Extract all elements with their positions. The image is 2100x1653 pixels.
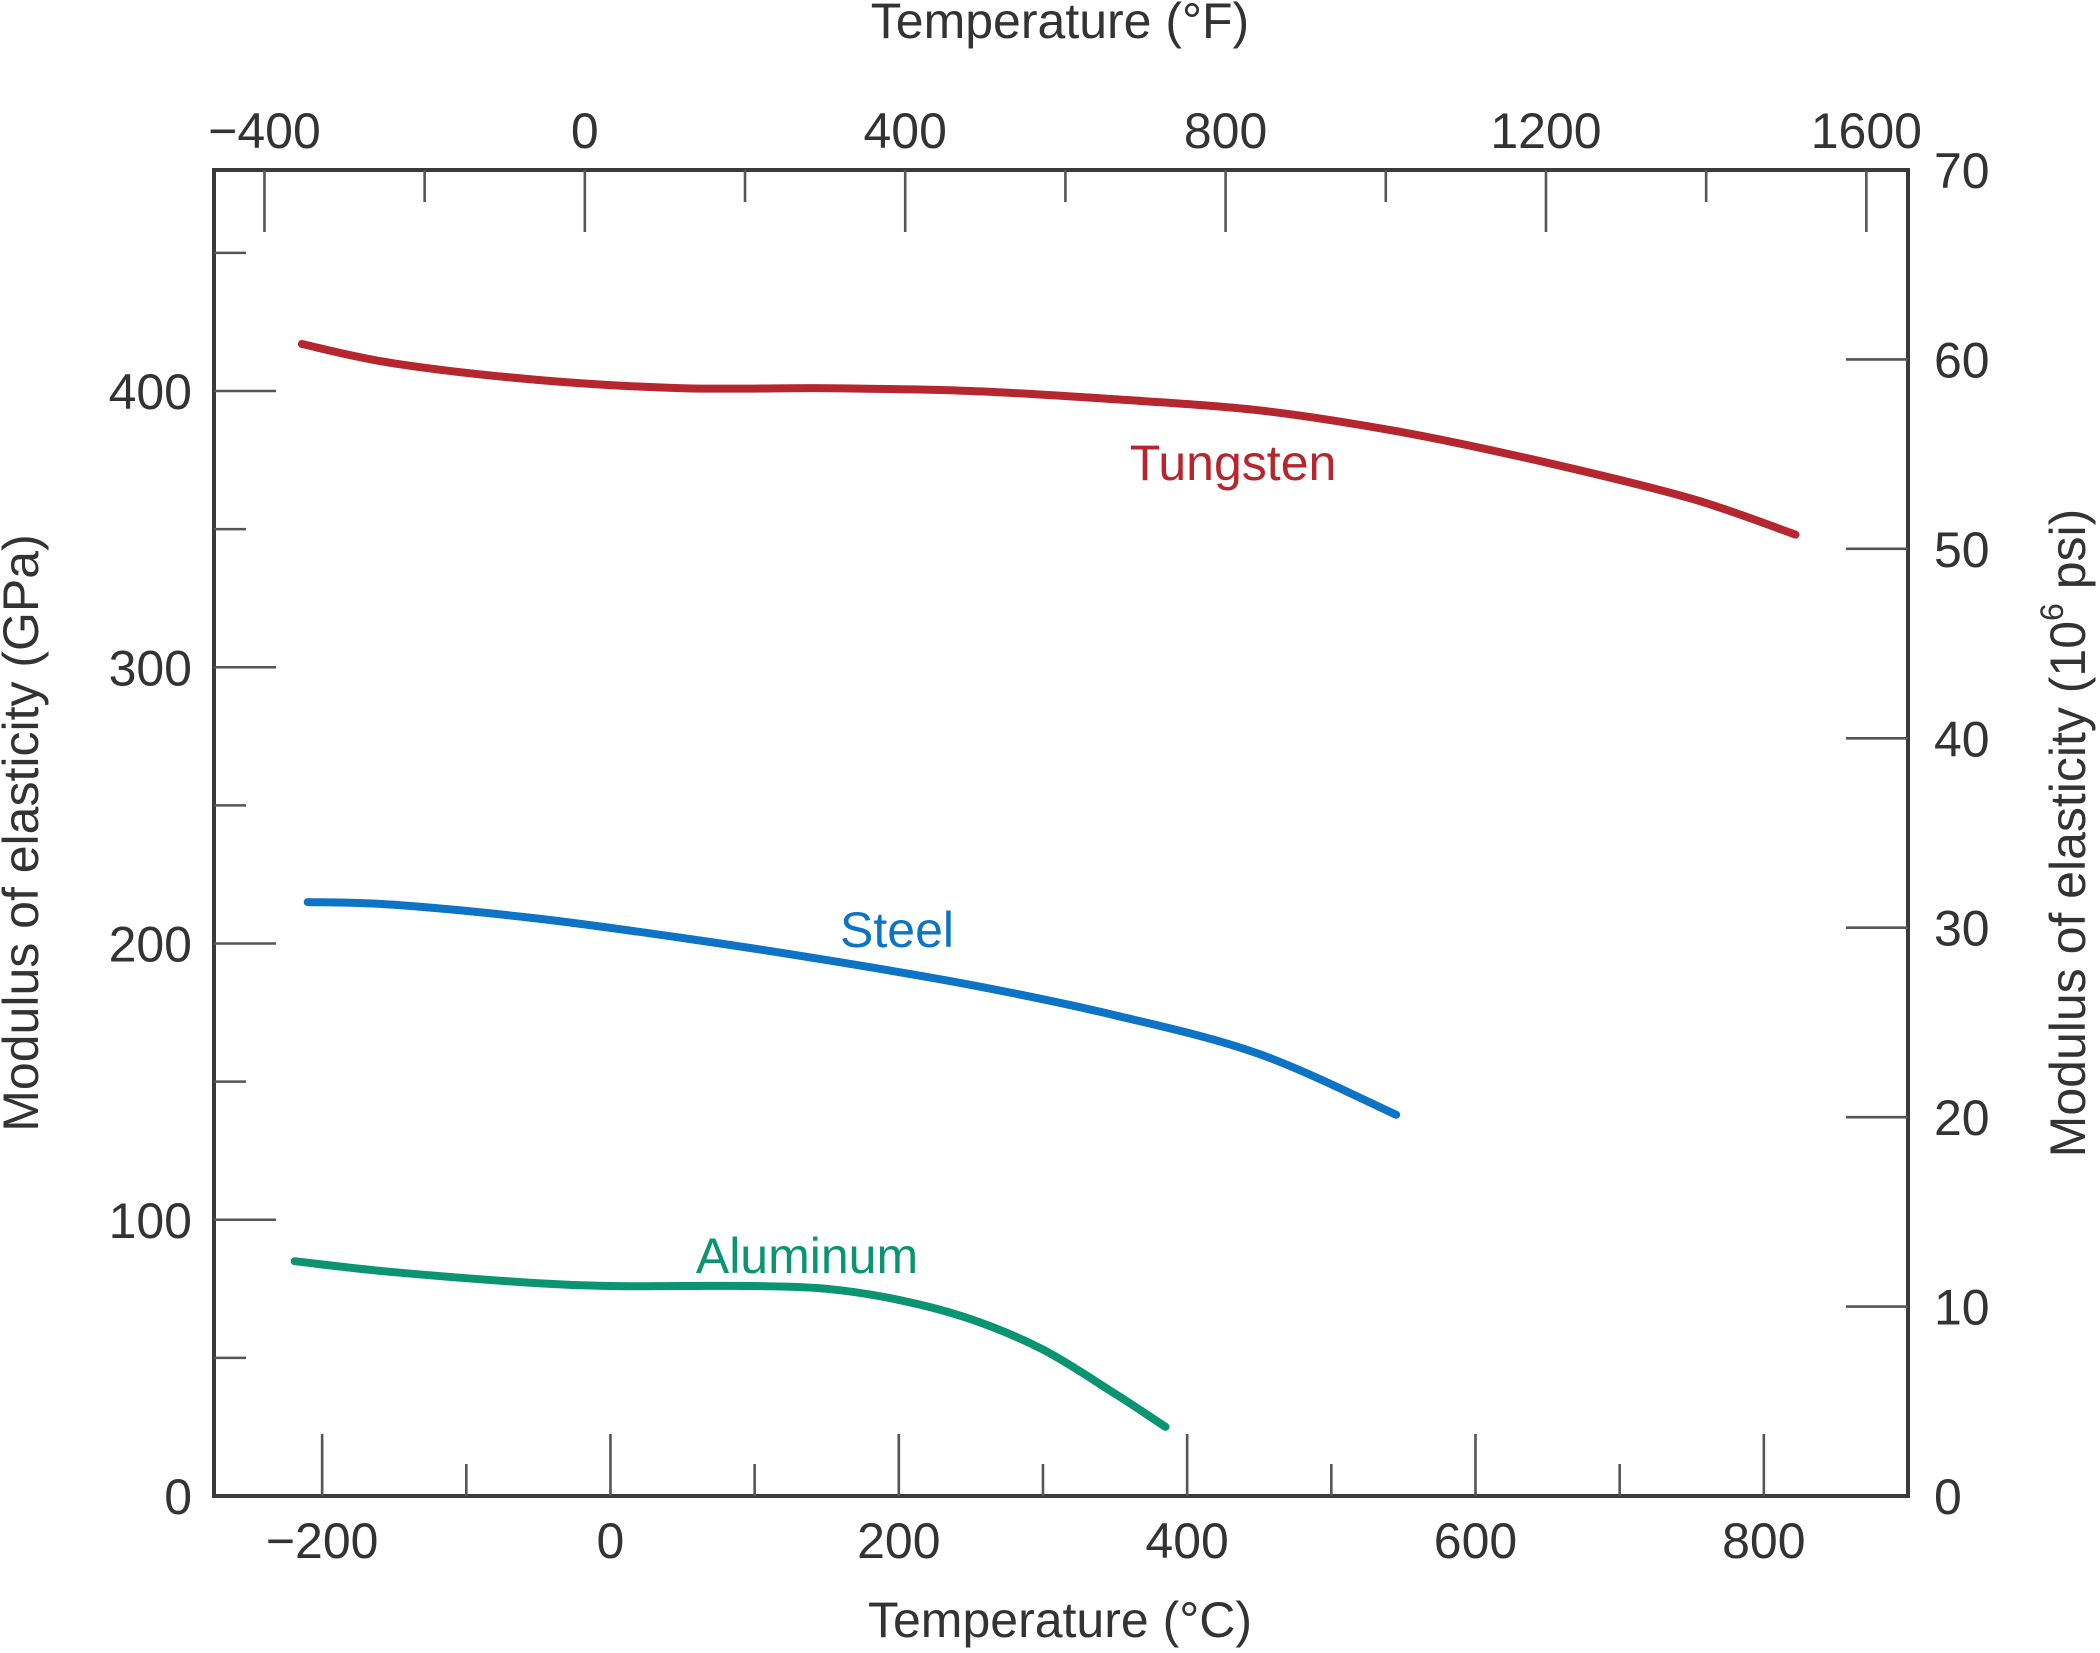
x-tick-label-celsius: 200 [857,1513,940,1569]
y-tick-label-gpa: 400 [109,364,192,420]
y-tick-label-gpa: 100 [109,1193,192,1249]
aluminum-curve [290,1257,1170,1431]
x-axis-label-fahrenheit: Temperature (°F) [871,0,1249,49]
aluminum-label: Aluminum [696,1228,918,1284]
y-tick-label-psi: 20 [1934,1090,1990,1146]
y-tick-label-psi: 50 [1934,522,1990,578]
steel-curve [303,898,1401,1119]
x-tick-label-fahrenheit: 1600 [1811,103,1922,159]
x-tick-label-celsius: 400 [1145,1513,1228,1569]
y-tick-label-psi: 60 [1934,332,1990,388]
axis-ticks [214,170,1908,1496]
x-tick-label-fahrenheit: 400 [863,103,946,159]
x-axis-label-celsius: Temperature (°C) [868,1592,1252,1648]
x-tick-label-celsius: −200 [266,1513,379,1569]
y-tick-label-psi: 40 [1934,711,1990,767]
x-tick-label-fahrenheit: −400 [208,103,321,159]
data-curves: Tungsten Steel Aluminum [290,340,1800,1431]
x-tick-label-fahrenheit: 800 [1184,103,1267,159]
y-tick-label-gpa: 0 [164,1469,192,1525]
y-tick-label-psi: 10 [1934,1280,1990,1336]
axis-tick-labels: −200 0 200 400 600 800−400 0 400 800 1200 16000100… [109,103,1990,1569]
x-tick-label-celsius: 800 [1722,1513,1805,1569]
y-tick-label-gpa: 200 [109,917,192,973]
y-axis-label-psi-suffix: psi) [2040,509,2096,603]
y-tick-label-psi: 30 [1934,901,1990,957]
x-tick-label-fahrenheit: 1200 [1490,103,1601,159]
y-axis-label-psi-superscript: 6 [2034,603,2070,621]
x-tick-label-celsius: 0 [597,1513,625,1569]
tungsten-curve [297,340,1800,539]
y-axis-label-psi-prefix: Modulus of elasticity (10 [2040,621,2096,1157]
tungsten-label: Tungsten [1130,435,1337,491]
y-axis-label-gpa: Modulus of elasticity (GPa) [0,534,49,1131]
x-tick-label-celsius: 600 [1434,1513,1517,1569]
steel-label: Steel [840,902,954,958]
plot-frame [212,168,1910,1498]
y-axis-label-psi: Modulus of elasticity (106 psi) [2034,509,2096,1158]
y-tick-label-psi: 0 [1934,1469,1962,1525]
x-tick-label-fahrenheit: 0 [571,103,599,159]
y-tick-label-gpa: 300 [109,640,192,696]
y-tick-label-psi: 70 [1934,143,1990,199]
